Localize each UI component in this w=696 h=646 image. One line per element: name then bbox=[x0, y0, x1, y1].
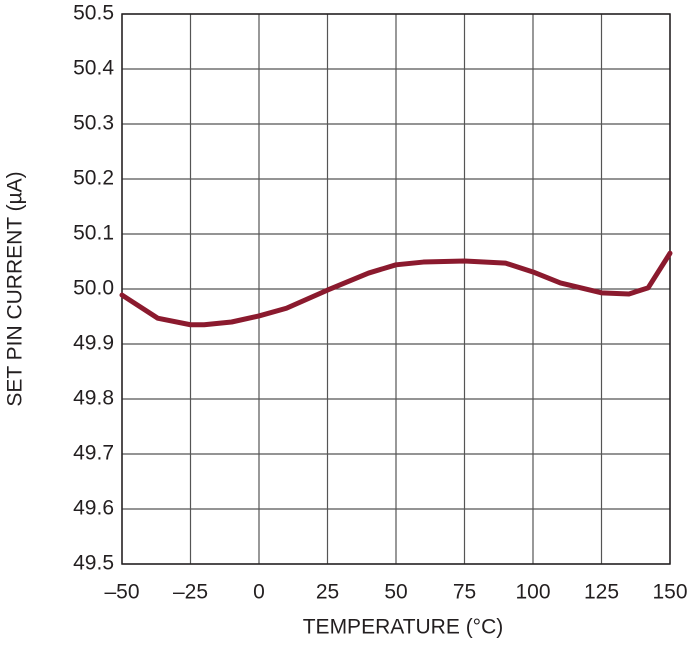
x-tick-label: 125 bbox=[584, 581, 619, 604]
y-tick-label: 50.0 bbox=[73, 277, 114, 300]
x-tick-label: –25 bbox=[173, 581, 208, 604]
x-axis-label: TEMPERATURE (°C) bbox=[303, 616, 504, 639]
y-tick-label: 50.5 bbox=[73, 2, 114, 25]
y-tick-label: 49.6 bbox=[73, 497, 114, 520]
y-tick-label: 50.4 bbox=[73, 57, 114, 80]
x-tick-label: 100 bbox=[515, 581, 550, 604]
plot-frame bbox=[121, 13, 671, 565]
y-tick-label: 50.1 bbox=[73, 222, 114, 245]
y-tick-label: 50.3 bbox=[73, 112, 114, 135]
y-tick-label: 50.2 bbox=[73, 167, 114, 190]
x-tick-label: 75 bbox=[453, 581, 476, 604]
x-tick-label: 25 bbox=[316, 581, 339, 604]
x-tick-label: 50 bbox=[384, 581, 407, 604]
y-tick-label: 49.8 bbox=[73, 387, 114, 410]
y-axis-label: SET PIN CURRENT (µA) bbox=[4, 171, 27, 406]
y-tick-label: 49.7 bbox=[73, 442, 114, 465]
x-tick-label: –50 bbox=[104, 581, 139, 604]
x-tick-label: 0 bbox=[253, 581, 265, 604]
data-line bbox=[119, 250, 673, 328]
y-tick-label: 49.5 bbox=[73, 552, 114, 575]
y-tick-label: 49.9 bbox=[73, 332, 114, 355]
x-tick-label: 150 bbox=[652, 581, 687, 604]
